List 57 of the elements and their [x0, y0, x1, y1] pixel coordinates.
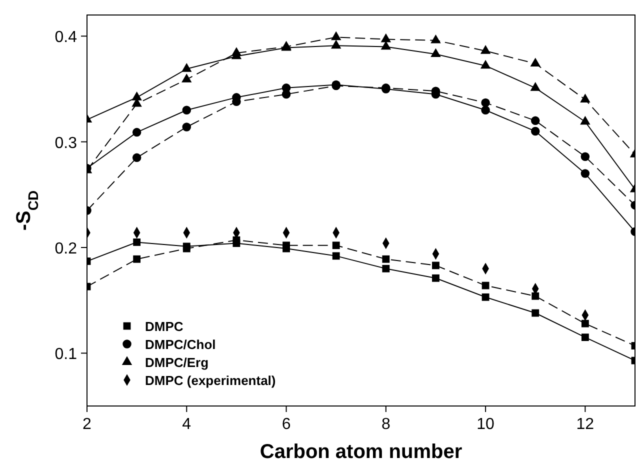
- legend-label: DMPC (experimental): [145, 373, 276, 388]
- point: [132, 153, 142, 162]
- point: [430, 48, 441, 58]
- point: [282, 244, 290, 252]
- point: [232, 240, 240, 247]
- x-tick-label: 2: [82, 416, 92, 433]
- point: [432, 262, 440, 270]
- point: [580, 152, 590, 161]
- y-tick-label: 0.3: [54, 134, 78, 152]
- point: [133, 238, 141, 246]
- point: [380, 40, 392, 50]
- point: [430, 34, 441, 44]
- point: [530, 58, 540, 67]
- point: [133, 255, 141, 263]
- point: [580, 169, 590, 178]
- point: [132, 92, 142, 100]
- point: [581, 320, 589, 328]
- point: [182, 106, 192, 114]
- point: [530, 116, 540, 126]
- point: [481, 106, 490, 114]
- x-tick-label: 12: [576, 416, 594, 433]
- point: [382, 255, 390, 263]
- point: [530, 82, 540, 91]
- x-tick-label: 8: [381, 416, 390, 433]
- point: [380, 33, 392, 42]
- point: [182, 74, 192, 82]
- legend-label: DMPC/Chol: [145, 337, 216, 352]
- point: [382, 264, 390, 272]
- point: [532, 309, 540, 317]
- x-tick-label: 4: [182, 416, 192, 433]
- point: [132, 128, 142, 137]
- x-tick-label: 10: [476, 416, 495, 433]
- point: [330, 31, 342, 40]
- point: [432, 274, 440, 282]
- point: [481, 98, 490, 108]
- point: [182, 63, 192, 72]
- y-tick-label: 0.4: [54, 29, 78, 46]
- point: [580, 116, 590, 125]
- legend-label: DMPC/Erg: [145, 355, 209, 370]
- point: [482, 293, 490, 301]
- point: [282, 84, 291, 92]
- y-tick-label: 0.1: [54, 346, 78, 364]
- point: [182, 122, 192, 132]
- legend-label: DMPC: [145, 319, 184, 334]
- point: [482, 282, 490, 290]
- y-tick-label: 0.2: [54, 240, 78, 258]
- point: [530, 126, 540, 136]
- x-tick-label: 6: [282, 416, 291, 433]
- point: [532, 292, 540, 300]
- point: [330, 40, 342, 49]
- point: [332, 242, 340, 250]
- x-axis-title: Carbon atom number: [260, 441, 462, 463]
- point: [332, 252, 340, 260]
- point: [480, 60, 491, 69]
- point: [480, 45, 491, 54]
- point: [581, 334, 589, 342]
- point: [580, 94, 590, 102]
